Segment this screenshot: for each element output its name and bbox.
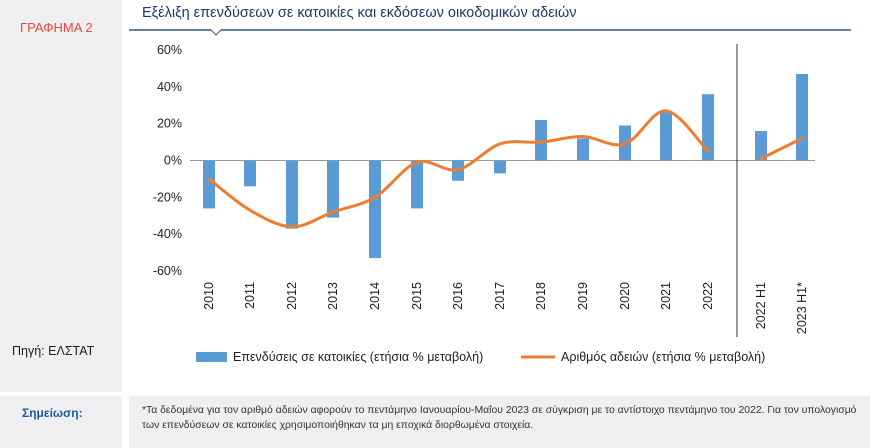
y-tick-label: 60%: [157, 43, 182, 57]
sidebar-panel: [0, 0, 122, 392]
graph-label: ΓΡΑΦΗΜΑ 2: [20, 20, 93, 35]
source-label: Πηγή: ΕΛΣΤΑΤ: [12, 344, 95, 358]
x-tick-label: 2013: [326, 282, 340, 310]
line-permits-half-year: [759, 136, 804, 161]
title-notch: [209, 28, 223, 37]
x-tick-label: 2021: [659, 282, 673, 310]
bar-investment-2018: [535, 119, 547, 161]
bar-investment-2017: [494, 160, 506, 174]
x-tick-label: 2018: [534, 282, 548, 310]
bar-investment-2023H1: [796, 73, 808, 161]
legend-bar-label: Επενδύσεις σε κατοικίες (ετήσια % μεταβο…: [233, 350, 483, 364]
note-text: *Τα δεδομένα για τον αριθμό αδειών αφορο…: [142, 405, 857, 431]
x-tick-label: 2016: [451, 282, 465, 310]
bar-investment-2022: [702, 94, 714, 161]
y-tick-label: 0%: [164, 154, 182, 168]
chart-title: Εξέλιξη επενδύσεων σε κατοικίες και εκδό…: [142, 5, 577, 21]
bar-investment-2012: [286, 160, 298, 229]
x-tick-label: 2020: [618, 282, 632, 310]
bar-investment-2014: [369, 160, 381, 259]
x-tick-label: 2015: [410, 282, 424, 310]
x-tick-label: 2017: [493, 282, 507, 310]
title-rule: [129, 29, 851, 31]
x-tick-label: 2014: [368, 282, 382, 310]
legend-bar-swatch: [196, 352, 227, 362]
bar-investment-2022H1: [755, 131, 767, 161]
bar-investment-2021: [660, 110, 672, 161]
y-tick-label: 20%: [157, 117, 182, 131]
note-label: Σημείωση:: [22, 406, 83, 420]
y-tick-label: -20%: [153, 190, 182, 204]
x-tick-label: 2010: [202, 282, 216, 310]
x-tick-label: 2023 H1*: [795, 282, 809, 334]
bar-investment-2013: [327, 160, 339, 218]
chart-svg: 60% 40% 20% 0% -20% -40% -60% 2010 2011 2012 2013 2…: [153, 28, 815, 364]
bar-investment-2010: [203, 160, 215, 209]
x-tick-label: 2012: [285, 282, 299, 310]
bar-investment-2015: [411, 160, 423, 209]
line-permits-annual: [207, 109, 710, 229]
x-tick-label: 2022 H1: [754, 282, 768, 329]
note-text-panel: [129, 396, 870, 448]
x-tick-label: 2011: [243, 282, 257, 309]
bar-investment-2011: [244, 160, 256, 187]
note-label-panel: [0, 396, 122, 448]
chart-panel: [129, 0, 870, 392]
x-tick-label: 2022: [701, 282, 715, 310]
legend-line-label: Αριθμός αδειών (ετήσια % μεταβολή): [561, 350, 765, 364]
bar-investment-2019: [577, 138, 589, 161]
y-tick-label: -60%: [153, 264, 182, 278]
y-tick-label: -40%: [153, 227, 182, 241]
y-tick-label: 40%: [157, 80, 182, 94]
x-tick-label: 2019: [576, 282, 590, 310]
